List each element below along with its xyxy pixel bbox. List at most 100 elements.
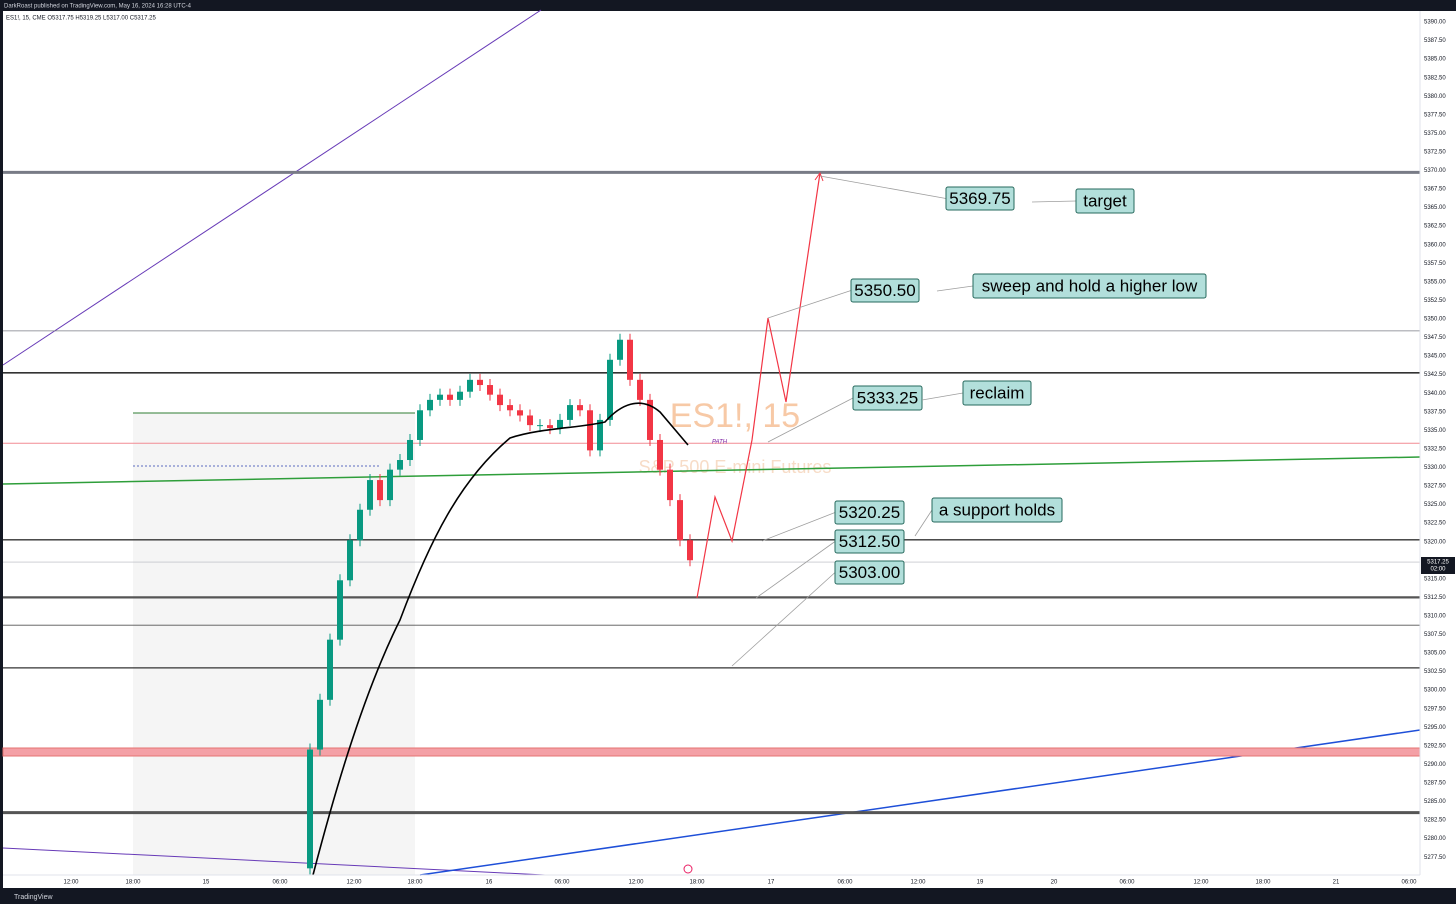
publisher: DarkRoast published on TradingView.com, … [4, 4, 192, 10]
time-label: 21 [1333, 880, 1340, 886]
connector [914, 509, 933, 537]
candle [547, 425, 553, 429]
watermark-name: S&P 500 E-mini Futures [639, 457, 832, 477]
event-icon [683, 864, 693, 874]
candle [577, 405, 583, 411]
trend-line [2, 9, 542, 366]
zone [2, 747, 1421, 757]
candle [607, 359, 613, 420]
price-label: 5342.50 [1424, 372, 1446, 378]
price-label: 5350.00 [1424, 317, 1446, 323]
candle [587, 410, 593, 451]
connector [755, 541, 836, 599]
price-label: 5285.00 [1424, 799, 1446, 805]
price-label: 5377.50 [1424, 112, 1446, 118]
projected-path [696, 172, 821, 599]
note-text: 5312.50 [839, 532, 900, 551]
candle [637, 379, 643, 400]
last-price-box [1421, 557, 1455, 574]
note-box [972, 273, 1207, 299]
candle [307, 749, 313, 869]
candle [657, 439, 663, 470]
price-label: 5287.50 [1424, 781, 1446, 787]
connector [767, 290, 852, 319]
price-label: 5297.50 [1424, 706, 1446, 712]
price-label: 5292.50 [1424, 743, 1446, 749]
candle [417, 410, 423, 440]
time-label: 06:00 [272, 880, 288, 886]
arrow-head [814, 171, 824, 182]
time-label: 12:00 [346, 880, 362, 886]
price-label: 5290.00 [1424, 762, 1446, 768]
footer: TradingView [14, 894, 53, 901]
connector [819, 175, 947, 199]
price-axis [1420, 11, 1456, 888]
price-label: 5315.00 [1424, 576, 1446, 582]
candle [497, 394, 503, 406]
price-label: 5355.00 [1424, 279, 1446, 285]
price-label: 5277.50 [1424, 855, 1446, 861]
time-label: 16 [486, 880, 493, 886]
note-box [945, 186, 1015, 211]
candle [687, 540, 693, 561]
price-label: 5360.00 [1424, 242, 1446, 248]
candle [487, 385, 493, 395]
path-label: PATH [712, 440, 728, 446]
note-text: 5369.75 [949, 189, 1010, 208]
time-label: 18:00 [1255, 880, 1271, 886]
connector [731, 572, 836, 667]
price-label: 5325.00 [1424, 502, 1446, 508]
time-label: 06:00 [1401, 880, 1417, 886]
candle [327, 639, 333, 700]
price-label: 5300.00 [1424, 688, 1446, 694]
candle [397, 460, 403, 470]
note-box [962, 380, 1032, 406]
price-label: 5295.00 [1424, 725, 1446, 731]
candle [347, 540, 353, 581]
time-label: 12:00 [910, 880, 926, 886]
price-label: 5382.50 [1424, 75, 1446, 81]
time-label: 12:00 [628, 880, 644, 886]
price-label: 5305.00 [1424, 651, 1446, 657]
connector [1031, 200, 1077, 203]
candle [667, 469, 673, 501]
candle [367, 480, 373, 510]
moving-average [312, 402, 689, 876]
price-label: 5302.50 [1424, 669, 1446, 675]
time-label: 20 [1051, 880, 1058, 886]
candle [357, 509, 363, 541]
note-text: sweep and hold a higher low [982, 276, 1198, 295]
ticker: ES1!, 15, CME O5317.75 H5319.25 L5317.00… [6, 16, 156, 22]
price-label: 5347.50 [1424, 335, 1446, 341]
note-box [834, 560, 905, 585]
candle [447, 394, 453, 400]
candle [527, 415, 533, 426]
connector [767, 397, 854, 443]
candle [457, 391, 463, 400]
time-label: 15 [203, 880, 210, 886]
left-edge [0, 11, 3, 888]
candle [627, 339, 633, 380]
candle [437, 394, 443, 400]
price-label: 5312.50 [1424, 595, 1446, 601]
candle [337, 580, 343, 640]
price-label: 5337.50 [1424, 409, 1446, 415]
price-label: 5372.50 [1424, 149, 1446, 155]
note-text: 5320.25 [839, 503, 900, 522]
candle [567, 405, 573, 420]
candle [647, 399, 653, 440]
time-label: 18:00 [125, 880, 141, 886]
note-text: 5303.00 [839, 563, 900, 582]
top-bar [0, 0, 1456, 11]
connector [761, 512, 836, 542]
candle [537, 425, 543, 427]
note-box [834, 500, 905, 525]
candle [317, 699, 323, 750]
note-text: a support holds [939, 500, 1055, 519]
time-label: 12:00 [63, 880, 79, 886]
price-label: 5330.00 [1424, 465, 1446, 471]
candle [377, 480, 383, 501]
candle [617, 339, 623, 360]
price-label: 5332.50 [1424, 446, 1446, 452]
price-label: 5365.00 [1424, 205, 1446, 211]
